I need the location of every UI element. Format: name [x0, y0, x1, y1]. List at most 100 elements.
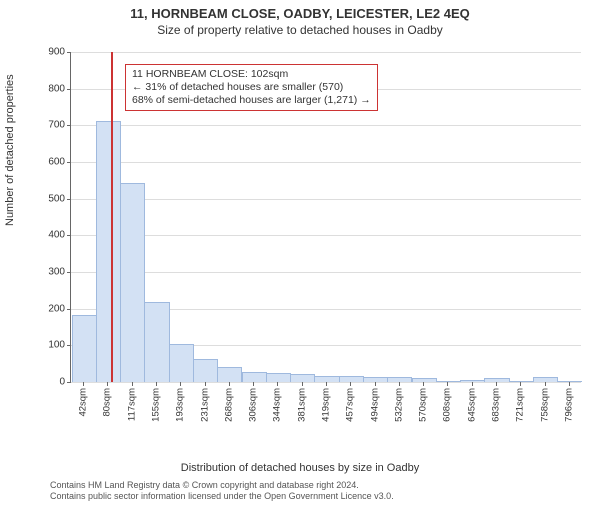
x-tick	[302, 382, 303, 386]
annotation-box: 11 HORNBEAM CLOSE: 102sqm← 31% of detach…	[125, 64, 378, 111]
annotation-line: 11 HORNBEAM CLOSE: 102sqm	[132, 68, 371, 81]
x-tick-label: 268sqm	[223, 388, 234, 422]
gridline	[71, 199, 581, 200]
gridline	[71, 272, 581, 273]
histogram-bar	[96, 121, 121, 382]
y-tick-label: 100	[48, 340, 65, 351]
y-tick-label: 800	[48, 83, 65, 94]
y-tick-label: 700	[48, 120, 65, 131]
x-tick	[326, 382, 327, 386]
x-tick	[545, 382, 546, 386]
histogram-bar	[169, 344, 194, 382]
histogram-bar	[72, 315, 97, 382]
y-tick	[67, 235, 71, 236]
x-tick-label: 231sqm	[199, 388, 210, 422]
x-tick-label: 381sqm	[296, 388, 307, 422]
x-tick	[180, 382, 181, 386]
y-tick-label: 900	[48, 47, 65, 58]
histogram-bar	[217, 367, 242, 382]
histogram-bar	[387, 377, 412, 382]
x-tick	[229, 382, 230, 386]
gridline	[71, 125, 581, 126]
histogram-bar	[533, 377, 558, 382]
y-tick-label: 200	[48, 303, 65, 314]
y-tick	[67, 309, 71, 310]
y-tick	[67, 125, 71, 126]
x-tick	[569, 382, 570, 386]
footer-line: Contains HM Land Registry data © Crown c…	[50, 480, 394, 491]
y-tick	[67, 272, 71, 273]
x-tick-label: 570sqm	[418, 388, 429, 422]
x-tick	[253, 382, 254, 386]
y-tick	[67, 345, 71, 346]
x-tick-label: 419sqm	[321, 388, 332, 422]
chart-area: 010020030040050060070080090042sqm80sqm11…	[44, 52, 584, 430]
histogram-bar	[144, 302, 169, 382]
property-marker-line	[111, 52, 113, 382]
x-tick-label: 645sqm	[466, 388, 477, 422]
y-tick	[67, 52, 71, 53]
y-tick-label: 400	[48, 230, 65, 241]
x-tick-label: 80sqm	[102, 388, 113, 417]
histogram-bar	[557, 381, 582, 382]
x-tick-label: 721sqm	[515, 388, 526, 422]
x-tick	[447, 382, 448, 386]
x-tick	[423, 382, 424, 386]
x-tick	[132, 382, 133, 386]
x-tick	[156, 382, 157, 386]
x-axis-label: Distribution of detached houses by size …	[0, 462, 600, 474]
x-tick	[375, 382, 376, 386]
x-tick	[83, 382, 84, 386]
footer-attribution: Contains HM Land Registry data © Crown c…	[50, 480, 394, 503]
x-tick-label: 155sqm	[151, 388, 162, 422]
histogram-bar	[242, 372, 267, 382]
y-tick-label: 0	[59, 377, 65, 388]
y-axis-label: Number of detached properties	[4, 74, 16, 226]
x-tick-label: 457sqm	[345, 388, 356, 422]
x-tick-label: 193sqm	[175, 388, 186, 422]
y-tick	[67, 89, 71, 90]
x-tick	[520, 382, 521, 386]
x-tick-label: 344sqm	[272, 388, 283, 422]
histogram-bar	[509, 381, 534, 382]
y-tick-label: 500	[48, 193, 65, 204]
histogram-bar	[193, 359, 218, 382]
x-tick-label: 494sqm	[369, 388, 380, 422]
histogram-bar	[436, 381, 461, 382]
title-sub: Size of property relative to detached ho…	[0, 23, 600, 37]
y-tick	[67, 162, 71, 163]
footer-line: Contains public sector information licen…	[50, 491, 394, 502]
x-tick-label: 796sqm	[563, 388, 574, 422]
histogram-bar	[120, 183, 145, 382]
x-tick	[496, 382, 497, 386]
y-tick	[67, 199, 71, 200]
x-tick-label: 306sqm	[248, 388, 259, 422]
annotation-line: ← 31% of detached houses are smaller (57…	[132, 81, 371, 94]
x-tick	[205, 382, 206, 386]
gridline	[71, 162, 581, 163]
title-main: 11, HORNBEAM CLOSE, OADBY, LEICESTER, LE…	[0, 6, 600, 21]
histogram-bar	[339, 376, 364, 382]
histogram-bar	[290, 374, 315, 382]
y-tick-label: 300	[48, 267, 65, 278]
x-tick	[350, 382, 351, 386]
histogram-bar	[460, 380, 485, 382]
histogram-bar	[363, 377, 388, 382]
x-tick-label: 532sqm	[393, 388, 404, 422]
gridline	[71, 52, 581, 53]
y-tick	[67, 382, 71, 383]
histogram-bar	[266, 373, 291, 382]
x-tick-label: 683sqm	[491, 388, 502, 422]
y-tick-label: 600	[48, 157, 65, 168]
x-tick	[399, 382, 400, 386]
x-tick-label: 608sqm	[442, 388, 453, 422]
gridline	[71, 235, 581, 236]
x-tick-label: 42sqm	[78, 388, 89, 417]
x-tick	[107, 382, 108, 386]
x-tick	[277, 382, 278, 386]
x-tick-label: 117sqm	[126, 388, 137, 421]
annotation-line: 68% of semi-detached houses are larger (…	[132, 94, 371, 107]
x-tick-label: 758sqm	[539, 388, 550, 422]
plot-region: 010020030040050060070080090042sqm80sqm11…	[70, 52, 581, 383]
x-tick	[472, 382, 473, 386]
